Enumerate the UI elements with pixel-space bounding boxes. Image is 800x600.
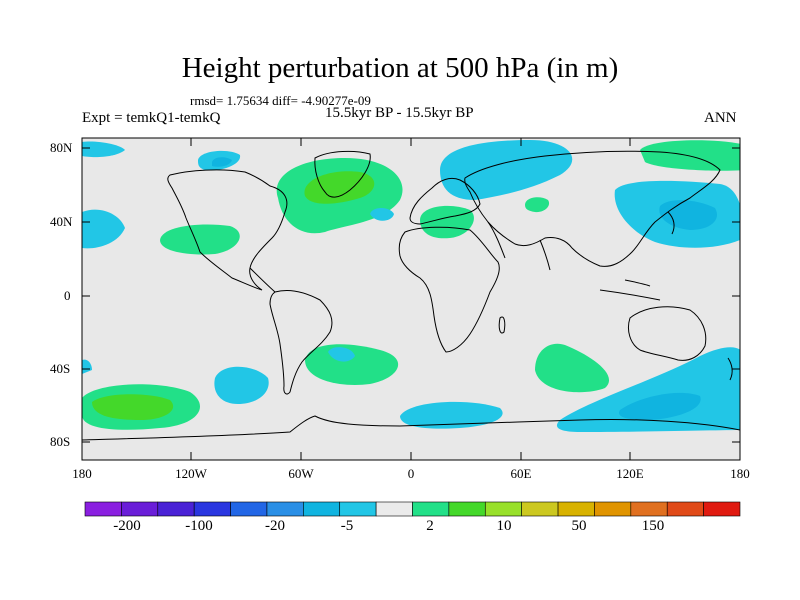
lon-label-180e: 180 (730, 466, 750, 481)
anomaly-negative-atlantic-small (370, 208, 394, 221)
lat-label-40s: 40S (50, 361, 71, 376)
colorbar-swatch (157, 501, 195, 517)
anomaly-negative-west-antarctic (82, 359, 92, 374)
colorbar-swatch (703, 501, 741, 517)
anomaly-negative-north-pacific-east (82, 209, 125, 249)
lon-ticks (81, 138, 741, 460)
coastline-africa (398, 226, 500, 353)
colorbar-label: 10 (496, 518, 512, 534)
lon-label-120e: 120E (616, 466, 644, 481)
anomaly-positive-indian-ocean (535, 343, 610, 393)
colorbar-label: -200 (113, 518, 141, 534)
anomaly-positive-arctic-east (640, 140, 740, 171)
lon-label-0: 0 (407, 466, 415, 481)
colorbar-label: 150 (641, 518, 665, 534)
anomaly-positive-north-pacific (160, 224, 240, 255)
coastline-asia (464, 150, 721, 267)
coastline-central-america (249, 267, 276, 293)
anomaly-strong-south-pacific (92, 394, 174, 420)
lon-label-60e: 60E (510, 466, 532, 481)
lon-label-180w: 180 (72, 466, 92, 481)
anomaly-positive-south-atlantic (305, 344, 399, 385)
colorbar-swatch (630, 501, 668, 517)
coastline-new-zealand (727, 357, 733, 381)
experiment-label: Expt = temkQ1-temkQ (82, 110, 221, 126)
colorbar-swatch (484, 501, 522, 517)
lat-label-40n: 40N (50, 214, 73, 229)
coastline-madagascar (498, 316, 506, 334)
anomaly-strong-greenland (304, 171, 375, 204)
anomaly-negative-west-pacific-arctic (82, 141, 125, 158)
coastlines (82, 150, 740, 441)
anomaly-positive-mediterranean (420, 205, 474, 239)
colorbar-swatch (230, 501, 268, 517)
anomaly-negative-southeast-pacific (214, 366, 269, 404)
colorbar-swatch (594, 501, 632, 517)
colorbar-label: -20 (265, 518, 285, 534)
coastline-greenland (314, 150, 371, 198)
coastline-indonesia (599, 279, 661, 301)
coastline-europe (409, 177, 481, 225)
colorbar-swatch (339, 501, 377, 517)
colorbar-swatch (121, 501, 159, 517)
colorbar (84, 501, 741, 517)
anomaly-negative-southern-ocean-indo-pacific (556, 347, 740, 432)
stats-text: rmsd= 1.75634 diff= -4.90277e-09 (190, 93, 371, 108)
colorbar-swatch (448, 501, 486, 517)
coastline-north-america (167, 169, 288, 291)
coastline-japan (667, 211, 675, 235)
season-label: ANN (704, 110, 737, 126)
anomaly-strong-arctic-north-america (212, 157, 232, 167)
colorbar-swatch (266, 501, 304, 517)
lat-label-80n: 80N (50, 140, 73, 155)
colorbar-label: 50 (571, 518, 587, 534)
colorbar-label: -100 (185, 518, 213, 534)
colorbar-swatch (303, 501, 341, 517)
map-title: Height perturbation at 500 hPa (in m) (181, 52, 619, 84)
colorbar-swatch (84, 501, 122, 517)
coastline-south-america (269, 289, 333, 395)
colorbar-swatch (666, 501, 704, 517)
lat-label-eq: 0 (64, 288, 71, 303)
period-label: 15.5kyr BP - 15.5kyr BP (325, 105, 474, 121)
lon-label-120w: 120W (175, 466, 207, 481)
anomaly-negative-south-pacific-east (328, 347, 355, 362)
lat-ticks (82, 147, 740, 443)
coastline-antarctica (82, 415, 740, 441)
colorbar-swatch (557, 501, 595, 517)
coastline-australia (627, 306, 707, 361)
anomaly-negative-southern-ocean-atlantic (400, 401, 503, 429)
colorbar-swatch (193, 501, 231, 517)
colorbar-swatch (521, 501, 559, 517)
lon-label-60w: 60W (288, 466, 314, 481)
anomaly-negative-scandinavia-siberia (440, 140, 573, 200)
coastline-arabia-india (487, 221, 551, 271)
colorbar-label: -5 (340, 518, 354, 534)
colorbar-swatch (412, 501, 450, 517)
colorbar-label: 2 (426, 518, 434, 534)
anomaly-positive-central-asia (525, 197, 550, 213)
colorbar-swatch (375, 501, 413, 517)
anomaly-strong-southern-ocean (619, 392, 701, 420)
lat-label-80s: 80S (50, 434, 71, 449)
